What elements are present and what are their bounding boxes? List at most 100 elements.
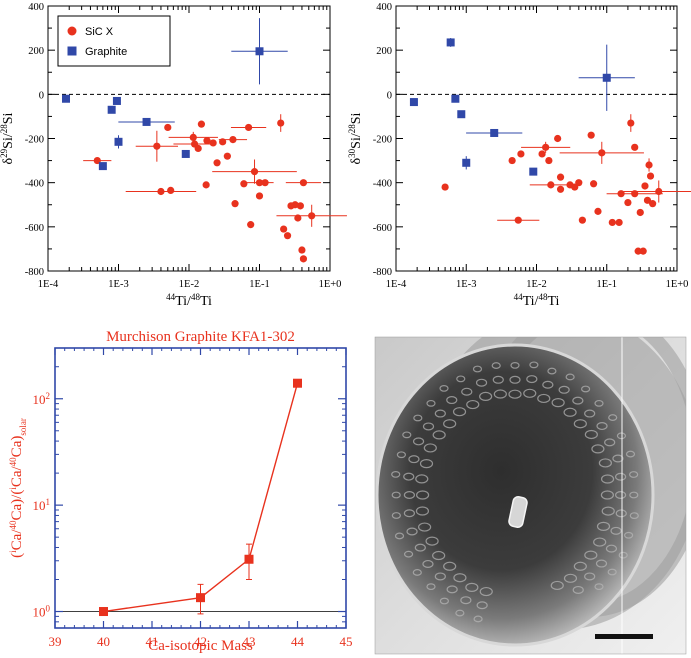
surface-dimple: [426, 583, 436, 591]
surface-dimple: [612, 454, 624, 463]
data-point-graphite: [142, 117, 151, 126]
y-axis-label: δ29Si/28Si: [0, 112, 16, 164]
surface-dimple: [604, 438, 616, 447]
x-tick-label: 1E-3: [456, 279, 476, 290]
surface-dimple: [443, 561, 457, 571]
surface-dimple: [473, 615, 483, 623]
legend-box: SiC X Graphite: [57, 15, 171, 67]
surface-dimple: [608, 414, 618, 421]
data-point-sic: [189, 133, 197, 141]
surface-dimple: [423, 443, 437, 453]
data-point-sic: [296, 202, 304, 210]
data-point-graphite: [409, 98, 418, 107]
x-tick-label: 1E-3: [108, 279, 128, 290]
x-tick-label: 44: [291, 634, 305, 649]
y-tick-label: 0: [387, 90, 392, 101]
surface-dimple: [563, 573, 578, 583]
data-point-graphite: [112, 96, 121, 105]
surface-dimple: [573, 419, 587, 429]
data-point-graphite: [457, 110, 466, 119]
surface-dimple: [456, 375, 466, 383]
data-point-graphite: [446, 38, 455, 47]
surface-dimple: [629, 512, 639, 520]
y-tick-label: -200: [25, 135, 44, 146]
surface-dimple: [618, 551, 628, 559]
surface-dimple: [537, 393, 551, 404]
surface-dimple: [542, 380, 554, 389]
data-point-sic: [615, 218, 623, 227]
surface-dimple: [465, 582, 479, 592]
surface-dimple: [476, 601, 488, 610]
data-point-sic: [223, 152, 231, 160]
surface-dimple: [415, 506, 430, 516]
y-tick-label: -800: [25, 267, 44, 278]
data-point-sic: [556, 173, 565, 181]
data-point-sic: [280, 225, 288, 233]
x-tick-label: 39: [49, 634, 62, 649]
data-point-sic: [636, 208, 644, 217]
data-series-line: [103, 383, 299, 613]
data-point-sic: [641, 182, 649, 190]
data-point: [293, 378, 302, 388]
data-point-sic: [299, 255, 308, 263]
data-point-sic: [277, 119, 285, 127]
surface-dimple: [422, 559, 434, 568]
surface-dimple: [572, 396, 584, 405]
surface-dimple: [563, 407, 577, 417]
legend-graphite-label: Graphite: [85, 46, 127, 58]
surface-dimple: [565, 373, 575, 381]
x-tick-label: 1E-4: [386, 279, 407, 290]
data-point-sic: [655, 187, 663, 196]
x-tick-label: 1E+0: [319, 279, 342, 290]
data-point-sic: [587, 131, 595, 139]
surface-dimple: [551, 398, 565, 408]
surface-dimple: [403, 550, 414, 558]
data-point: [196, 593, 205, 603]
surface-dimple: [629, 491, 639, 499]
chart-title: Murchison Graphite KFA1-302: [106, 329, 295, 345]
surface-dimple: [584, 429, 598, 440]
surface-dimple: [615, 509, 627, 518]
data-point-sic: [627, 119, 635, 127]
data-point-graphite: [490, 128, 499, 137]
data-point-sic: [157, 187, 165, 196]
x-tick-label: 41: [146, 634, 159, 649]
surface-dimple: [600, 490, 615, 500]
surface-dimple: [446, 585, 458, 594]
surface-dimple: [391, 470, 401, 478]
data-point-sic: [308, 212, 316, 220]
surface-dimple: [491, 362, 501, 369]
data-point-sic: [639, 247, 647, 255]
surface-dimple: [406, 527, 418, 536]
surface-dimple: [426, 399, 436, 407]
y-tick-label: 400: [28, 2, 44, 13]
surface-dimple: [598, 458, 612, 468]
x-axis-label: 44Ti/48Ti: [514, 292, 560, 309]
surface-dimple: [402, 431, 412, 439]
x-tick-label: 45: [340, 634, 353, 649]
surface-dimple: [547, 367, 557, 375]
surface-dimple: [584, 572, 596, 581]
surface-dimple: [391, 512, 401, 519]
y-tick-label: 200: [376, 46, 392, 57]
data-point-graphite: [61, 94, 70, 103]
surface-dimple: [593, 537, 607, 547]
surface-dimple: [596, 521, 611, 531]
data-point-graphite: [451, 94, 460, 103]
surface-dimple: [629, 471, 639, 478]
surface-dimple: [425, 536, 439, 546]
surface-dimple: [614, 491, 627, 500]
data-point-sic: [514, 216, 522, 224]
data-point-sic: [441, 183, 449, 191]
data-point-sic: [646, 172, 655, 180]
surface-dimple: [391, 491, 401, 499]
data-point-sic: [229, 136, 237, 144]
x-tick-label: 1E-4: [38, 279, 59, 290]
data-point-sic: [203, 137, 211, 145]
surface-dimple: [509, 375, 521, 384]
surface-dimple: [605, 544, 618, 553]
y-tick-label: -200: [373, 135, 392, 146]
surface-dimple: [600, 474, 615, 484]
surface-dimple: [572, 585, 584, 594]
